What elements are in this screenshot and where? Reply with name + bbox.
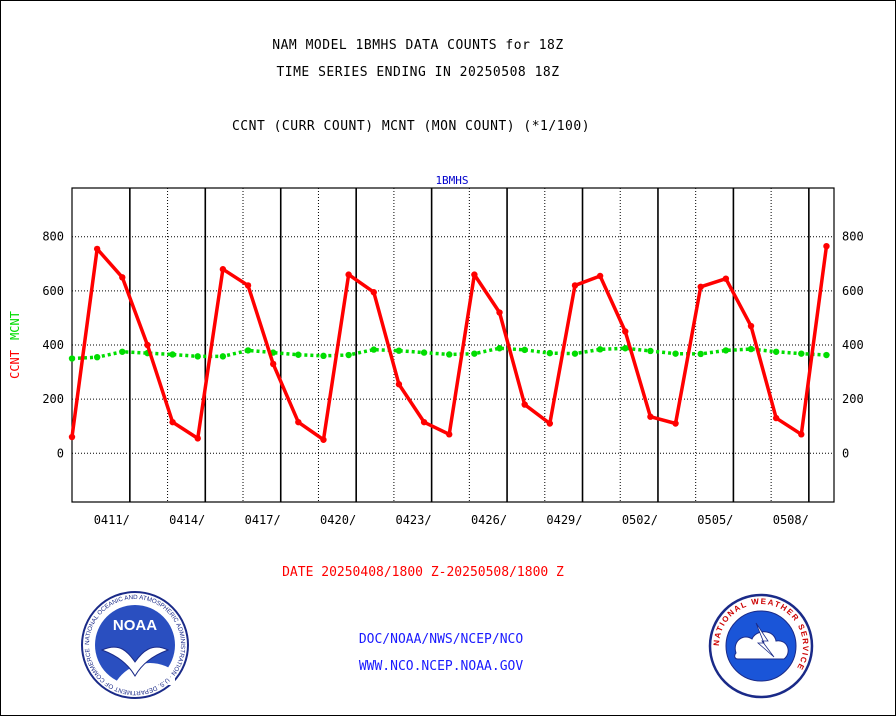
y-tick-label-right: 800 (842, 230, 864, 244)
y-label-mcnt: MCNT (8, 311, 22, 340)
data-point-ccnt (798, 431, 805, 438)
data-point-ccnt (395, 381, 403, 388)
data-point-mcnt (169, 351, 176, 358)
data-point-mcnt (244, 347, 252, 354)
y-tick-label-left: 600 (42, 284, 64, 298)
data-point-mcnt (697, 350, 704, 358)
data-point-ccnt (546, 420, 554, 427)
data-point-mcnt (295, 351, 302, 358)
data-point-mcnt (219, 353, 227, 360)
data-point-mcnt (446, 351, 453, 358)
x-tick-label: 0505/ (697, 513, 733, 527)
data-point-ccnt (68, 433, 76, 441)
x-tick-label: 0508/ (773, 513, 809, 527)
plot-title: 1BMHS (435, 174, 468, 187)
nws-logo: NATIONAL WEATHER SERVICE (708, 593, 814, 699)
y-tick-label-left: 200 (42, 392, 64, 406)
data-point-ccnt (722, 275, 730, 282)
data-point-mcnt (596, 346, 604, 353)
data-point-ccnt (144, 341, 151, 349)
data-point-ccnt (571, 282, 579, 289)
data-point-ccnt (672, 420, 679, 427)
data-point-ccnt (345, 271, 352, 278)
data-point-mcnt (546, 349, 554, 357)
data-point-ccnt (596, 272, 604, 280)
data-point-ccnt (244, 282, 252, 289)
x-tick-label: 0423/ (395, 513, 431, 527)
axis-labels: 0 0 200 200 400 400 600 600 800 800 0411/0414/0417… (42, 230, 863, 527)
y-tick-label-right: 600 (842, 284, 864, 298)
data-point-mcnt (93, 353, 101, 361)
noaa-logo-text: NOAA (113, 617, 157, 634)
x-tick-label: 0414/ (169, 513, 205, 527)
x-tick-label: 0429/ (546, 513, 582, 527)
y-tick-label-right: 400 (842, 338, 864, 352)
x-tick-label: 0411/ (94, 513, 130, 527)
y-tick-label-left: 0 (57, 446, 64, 460)
data-point-ccnt (119, 274, 126, 281)
data-point-mcnt (194, 353, 201, 360)
data-point-ccnt (320, 436, 327, 443)
data-point-mcnt (823, 351, 830, 359)
data-point-mcnt (395, 347, 403, 354)
data-point-mcnt (420, 349, 428, 356)
data-point-ccnt (169, 418, 176, 426)
data-point-ccnt (446, 431, 453, 438)
data-point-mcnt (622, 345, 629, 352)
grid (72, 188, 834, 502)
data-point-ccnt (521, 401, 528, 408)
series-line-ccnt (70, 245, 829, 442)
data-point-mcnt (345, 351, 352, 359)
data-point-ccnt (194, 435, 201, 442)
org-path-text: DOC/NOAA/NWS/NCEP/NCO (358, 632, 524, 647)
series-lines (68, 242, 830, 443)
data-point-mcnt (496, 345, 503, 352)
data-point-ccnt (647, 413, 654, 420)
website-link[interactable]: WWW.NCO.NCEP.NOAA.GOV (358, 659, 524, 674)
data-point-ccnt (823, 242, 830, 250)
data-point-mcnt (471, 350, 478, 357)
data-point-ccnt (471, 271, 478, 278)
data-point-mcnt (320, 352, 327, 360)
data-point-ccnt (370, 289, 377, 296)
data-point-ccnt (697, 283, 704, 291)
x-tick-label: 0502/ (622, 513, 658, 527)
y-tick-label-left: 800 (42, 230, 64, 244)
data-point-mcnt (672, 350, 679, 357)
data-point-mcnt (119, 348, 126, 355)
y-tick-label-left: 400 (42, 338, 64, 352)
y-label-ccnt: CCNT (8, 350, 22, 379)
y-tick-label-right: 200 (842, 392, 864, 406)
data-point-mcnt (370, 346, 377, 353)
chart-subtitle: TIME SERIES ENDING IN 20250508 18Z (276, 65, 560, 80)
chart-main-title: NAM MODEL 1BMHS DATA COUNTS for 18Z (272, 38, 564, 53)
data-point-mcnt (722, 347, 730, 354)
svg-text:CCNTMCNT: CCNT MCNT (8, 311, 22, 379)
data-point-ccnt (295, 418, 302, 426)
data-point-ccnt (772, 414, 780, 422)
data-point-mcnt (798, 350, 805, 357)
data-point-ccnt (219, 266, 227, 273)
data-point-mcnt (772, 348, 780, 355)
data-point-ccnt (747, 322, 755, 330)
data-point-ccnt (269, 360, 277, 368)
x-tick-label: 0426/ (471, 513, 507, 527)
data-point-mcnt (747, 345, 755, 353)
date-range-label: DATE 20250408/1800 Z-20250508/1800 Z (282, 565, 564, 580)
data-point-ccnt (496, 309, 503, 316)
data-point-ccnt (622, 328, 629, 335)
data-point-ccnt (93, 245, 101, 253)
chart-legend-description: CCNT (CURR COUNT) MCNT (MON COUNT) (*1/1… (231, 119, 591, 134)
y-axis-title: CCNT MCNT (8, 311, 22, 379)
data-point-mcnt (521, 346, 528, 354)
y-tick-label-right: 0 (842, 446, 849, 460)
data-point-mcnt (571, 350, 579, 357)
data-point-mcnt (647, 347, 654, 355)
x-tick-label: 0420/ (320, 513, 356, 527)
data-point-mcnt (68, 355, 76, 362)
x-tick-label: 0417/ (245, 513, 281, 527)
data-point-ccnt (420, 418, 428, 426)
noaa-logo: NOAA NATIONAL OCEANIC AND ATMOSPHERIC AD… (81, 591, 189, 699)
